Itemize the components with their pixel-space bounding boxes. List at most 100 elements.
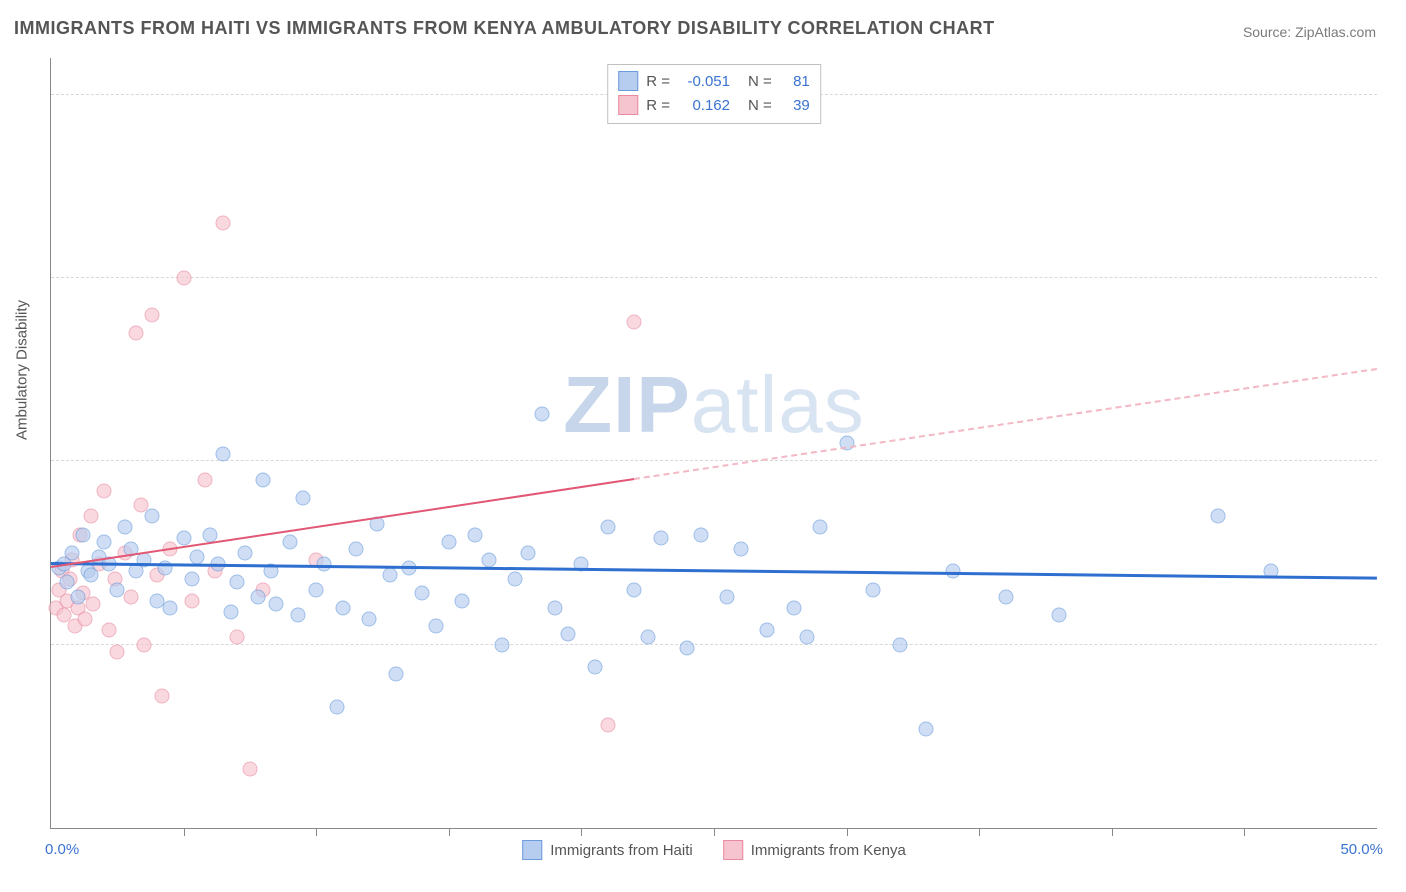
- data-point: [561, 626, 576, 641]
- legend-swatch: [618, 95, 638, 115]
- data-point: [83, 568, 98, 583]
- trend-line: [51, 478, 635, 568]
- data-point: [144, 307, 159, 322]
- data-point: [720, 590, 735, 605]
- x-tick: [316, 828, 317, 836]
- gridline: [51, 460, 1377, 461]
- data-point: [335, 601, 350, 616]
- legend-swatch: [618, 71, 638, 91]
- data-point: [468, 527, 483, 542]
- data-point: [733, 542, 748, 557]
- data-point: [242, 762, 257, 777]
- data-point: [547, 601, 562, 616]
- data-point: [455, 593, 470, 608]
- correlation-legend: R =-0.051 N =81R =0.162 N =39: [607, 64, 821, 124]
- data-point: [627, 315, 642, 330]
- data-point: [86, 597, 101, 612]
- data-point: [441, 535, 456, 550]
- data-point: [693, 527, 708, 542]
- data-point: [600, 520, 615, 535]
- x-axis-min-label: 0.0%: [45, 841, 79, 858]
- data-point: [388, 667, 403, 682]
- data-point: [189, 549, 204, 564]
- legend-item: Immigrants from Haiti: [522, 840, 693, 860]
- data-point: [866, 582, 881, 597]
- x-tick: [1244, 828, 1245, 836]
- source-attribution: Source: ZipAtlas.com: [1243, 24, 1376, 40]
- data-point: [680, 641, 695, 656]
- data-point: [534, 406, 549, 421]
- data-point: [102, 623, 117, 638]
- data-point: [237, 546, 252, 561]
- legend-item: Immigrants from Kenya: [723, 840, 906, 860]
- data-point: [295, 491, 310, 506]
- data-point: [184, 593, 199, 608]
- data-point: [282, 535, 297, 550]
- trend-line: [634, 368, 1377, 480]
- x-tick: [184, 828, 185, 836]
- data-point: [309, 582, 324, 597]
- x-tick: [847, 828, 848, 836]
- data-point: [786, 601, 801, 616]
- x-tick: [979, 828, 980, 836]
- legend-label: Immigrants from Haiti: [550, 842, 693, 859]
- data-point: [163, 601, 178, 616]
- data-point: [216, 216, 231, 231]
- data-point: [508, 571, 523, 586]
- x-tick: [449, 828, 450, 836]
- data-point: [224, 604, 239, 619]
- data-point: [144, 509, 159, 524]
- legend-swatch: [522, 840, 542, 860]
- data-point: [229, 630, 244, 645]
- data-point: [110, 645, 125, 660]
- data-point: [128, 326, 143, 341]
- data-point: [197, 472, 212, 487]
- y-tick-label: 15.0%: [1389, 270, 1406, 287]
- x-axis-max-label: 50.0%: [1340, 841, 1383, 858]
- x-tick: [714, 828, 715, 836]
- data-point: [1051, 608, 1066, 623]
- legend-row: R =-0.051 N =81: [618, 69, 810, 93]
- y-tick-label: 20.0%: [1389, 86, 1406, 103]
- data-point: [110, 582, 125, 597]
- data-point: [78, 612, 93, 627]
- data-point: [229, 575, 244, 590]
- data-point: [627, 582, 642, 597]
- data-point: [250, 590, 265, 605]
- gridline: [51, 644, 1377, 645]
- gridline: [51, 277, 1377, 278]
- data-point: [892, 637, 907, 652]
- data-point: [587, 659, 602, 674]
- data-point: [97, 483, 112, 498]
- data-point: [155, 689, 170, 704]
- data-point: [383, 568, 398, 583]
- data-point: [799, 630, 814, 645]
- data-point: [428, 619, 443, 634]
- y-tick-label: 5.0%: [1389, 636, 1406, 653]
- data-point: [216, 447, 231, 462]
- data-point: [70, 590, 85, 605]
- data-point: [203, 527, 218, 542]
- data-point: [97, 535, 112, 550]
- data-point: [176, 271, 191, 286]
- series-legend: Immigrants from Haiti Immigrants from Ken…: [522, 840, 906, 860]
- data-point: [256, 472, 271, 487]
- data-point: [59, 575, 74, 590]
- data-point: [269, 597, 284, 612]
- plot-area: ZIPatlas 5.0%10.0%15.0%20.0%0.0%50.0%R =…: [50, 58, 1377, 829]
- data-point: [362, 612, 377, 627]
- data-point: [640, 630, 655, 645]
- x-tick: [581, 828, 582, 836]
- chart-title: IMMIGRANTS FROM HAITI VS IMMIGRANTS FROM…: [14, 18, 995, 39]
- data-point: [760, 623, 775, 638]
- data-point: [176, 531, 191, 546]
- legend-swatch: [723, 840, 743, 860]
- watermark: ZIPatlas: [563, 359, 864, 451]
- y-tick-label: 10.0%: [1389, 453, 1406, 470]
- data-point: [290, 608, 305, 623]
- data-point: [521, 546, 536, 561]
- data-point: [481, 553, 496, 568]
- data-point: [184, 571, 199, 586]
- data-point: [919, 722, 934, 737]
- data-point: [348, 542, 363, 557]
